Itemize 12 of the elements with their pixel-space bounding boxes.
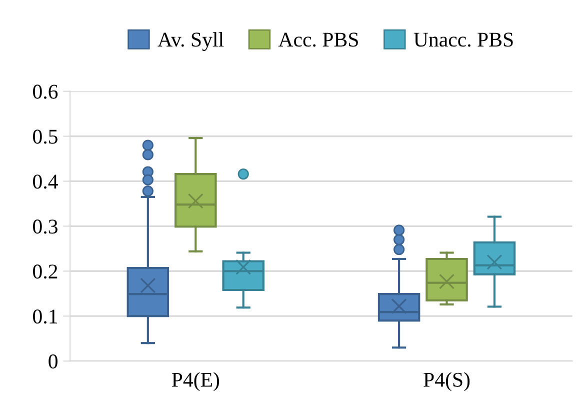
y-tick-label: 0.2 [33,264,58,279]
legend-label: Unacc. PBS [414,32,513,47]
y-tick-label: 0.4 [33,174,58,189]
x-tick-label: P4(S) [424,372,470,392]
y-tick-label: 0 [48,354,58,368]
legend-label: Av. Syll [158,32,224,51]
y-tick-label: 0.5 [33,130,58,144]
x-tick-label: P4(E) [172,372,220,392]
legend-label: Acc. PBS [278,32,358,47]
y-tick-label: 0.6 [33,84,58,99]
y-tick-label: 0.3 [33,220,58,234]
y-tick-label: 0.1 [33,309,58,324]
